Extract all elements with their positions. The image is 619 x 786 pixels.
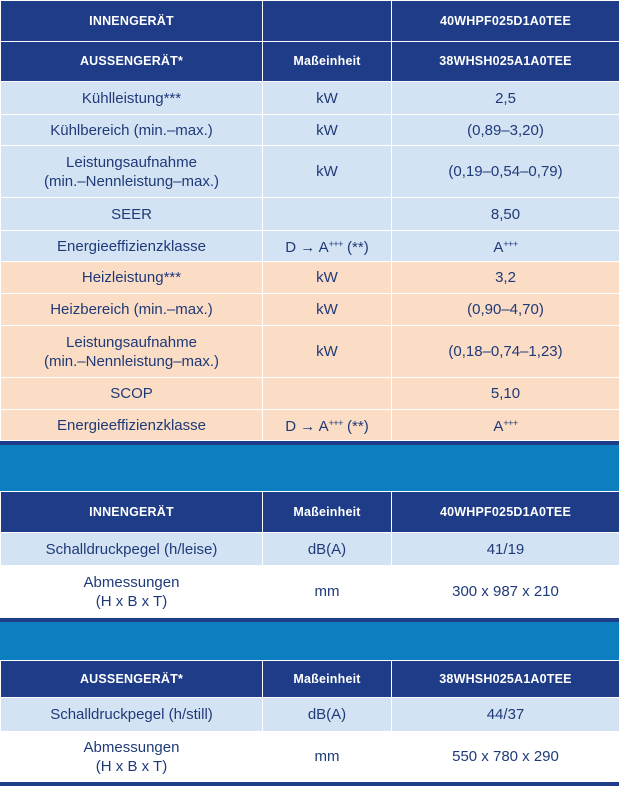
row-value: 3,2 — [392, 262, 619, 294]
row-label: Kühlbereich (min.–max.) — [1, 115, 263, 146]
unit-tail: (**) — [343, 239, 369, 256]
row-label-line: Leistungsaufnahme — [1, 153, 262, 172]
header-model: 40WHPF025D1A0TEE — [392, 1, 619, 42]
performance-table: INNENGERÄT 40WHPF025D1A0TEE AUSSENGERÄT*… — [0, 0, 619, 441]
unit-base: D → A — [285, 239, 328, 256]
table-row: Leistungsaufnahme (min.–Nennleistung–max… — [1, 326, 619, 378]
value-base: A — [493, 418, 503, 435]
header-unit: Maßeinheit — [263, 492, 392, 533]
row-value: (0,18–0,74–1,23) — [392, 326, 619, 378]
row-value: A+++ — [392, 231, 619, 262]
row-value: 41/19 — [392, 533, 619, 566]
table-row: Energieeffizienzklasse D → A+++ (**) A++… — [1, 410, 619, 441]
row-value: (0,19–0,54–0,79) — [392, 146, 619, 198]
table-bottom-rule — [0, 782, 619, 786]
table-row: Kühlbereich (min.–max.) kW (0,89–3,20) — [1, 115, 619, 146]
row-value: 5,10 — [392, 378, 619, 410]
header-row-outdoor: AUSSENGERÄT* Maßeinheit 38WHSH025A1A0TEE — [1, 661, 619, 698]
row-label-line: Abmessungen — [1, 573, 262, 592]
row-value: 300 x 987 x 210 — [392, 566, 619, 618]
row-value: (0,90–4,70) — [392, 294, 619, 326]
table-row: Schalldruckpegel (h/still) dB(A) 44/37 — [1, 698, 619, 732]
value-sup: +++ — [503, 418, 517, 428]
row-label: Leistungsaufnahme (min.–Nennleistung–max… — [1, 326, 263, 378]
row-label-line: (min.–Nennleistung–max.) — [1, 352, 262, 371]
row-label-line: Leistungsaufnahme — [1, 333, 262, 352]
table-row: Energieeffizienzklasse D → A+++ (**) A++… — [1, 231, 619, 262]
table-row: Leistungsaufnahme (min.–Nennleistung–max… — [1, 146, 619, 198]
header-label: AUSSENGERÄT* — [1, 42, 263, 82]
unit-base: D → A — [285, 418, 328, 435]
row-unit — [263, 378, 392, 410]
row-value: 2,5 — [392, 82, 619, 115]
unit-tail: (**) — [343, 418, 369, 435]
table-row: Heizbereich (min.–max.) kW (0,90–4,70) — [1, 294, 619, 326]
row-label: Abmessungen (H x B x T) — [1, 566, 263, 618]
row-unit: D → A+++ (**) — [263, 410, 392, 441]
table-row: Heizleistung*** kW 3,2 — [1, 262, 619, 294]
row-label: Energieeffizienzklasse — [1, 231, 263, 262]
row-unit: D → A+++ (**) — [263, 231, 392, 262]
row-label: Leistungsaufnahme (min.–Nennleistung–max… — [1, 146, 263, 198]
outdoor-unit-table: AUSSENGERÄT* Maßeinheit 38WHSH025A1A0TEE… — [0, 660, 619, 782]
row-value: A+++ — [392, 410, 619, 441]
row-label: Heizleistung*** — [1, 262, 263, 294]
table-row: Schalldruckpegel (h/leise) dB(A) 41/19 — [1, 533, 619, 566]
row-label-line: (H x B x T) — [1, 592, 262, 611]
row-unit: kW — [263, 115, 392, 146]
row-label: SEER — [1, 198, 263, 231]
row-value: 8,50 — [392, 198, 619, 231]
row-unit: kW — [263, 82, 392, 115]
table-row: SCOP 5,10 — [1, 378, 619, 410]
table-row: SEER 8,50 — [1, 198, 619, 231]
row-unit — [263, 198, 392, 231]
row-label: SCOP — [1, 378, 263, 410]
row-label: Kühlleistung*** — [1, 82, 263, 115]
row-value: (0,89–3,20) — [392, 115, 619, 146]
unit-sup: +++ — [329, 239, 343, 249]
header-model: 38WHSH025A1A0TEE — [392, 42, 619, 82]
row-unit: kW — [263, 146, 392, 198]
header-label: INNENGERÄT — [1, 492, 263, 533]
row-unit: kW — [263, 262, 392, 294]
row-label: Schalldruckpegel (h/still) — [1, 698, 263, 732]
row-unit: kW — [263, 294, 392, 326]
header-row-outdoor: AUSSENGERÄT* Maßeinheit 38WHSH025A1A0TEE — [1, 42, 619, 82]
row-unit: mm — [263, 732, 392, 782]
row-label: Energieeffizienzklasse — [1, 410, 263, 441]
indoor-unit-table: INNENGERÄT Maßeinheit 40WHPF025D1A0TEE S… — [0, 491, 619, 618]
header-unit — [263, 1, 392, 42]
header-model: 40WHPF025D1A0TEE — [392, 492, 619, 533]
row-label: Abmessungen (H x B x T) — [1, 732, 263, 782]
header-unit: Maßeinheit — [263, 661, 392, 698]
header-row-indoor: INNENGERÄT 40WHPF025D1A0TEE — [1, 1, 619, 42]
row-value: 550 x 780 x 290 — [392, 732, 619, 782]
separator-band — [0, 445, 619, 491]
value-sup: +++ — [503, 239, 517, 249]
header-label: AUSSENGERÄT* — [1, 661, 263, 698]
header-row-indoor: INNENGERÄT Maßeinheit 40WHPF025D1A0TEE — [1, 492, 619, 533]
row-label-line: (H x B x T) — [1, 757, 262, 776]
row-label: Heizbereich (min.–max.) — [1, 294, 263, 326]
header-unit: Maßeinheit — [263, 42, 392, 82]
table-row: Kühlleistung*** kW 2,5 — [1, 82, 619, 115]
row-unit: kW — [263, 326, 392, 378]
row-value: 44/37 — [392, 698, 619, 732]
row-unit: dB(A) — [263, 698, 392, 732]
row-label: Schalldruckpegel (h/leise) — [1, 533, 263, 566]
value-base: A — [493, 239, 503, 256]
row-unit: dB(A) — [263, 533, 392, 566]
header-label: INNENGERÄT — [1, 1, 263, 42]
row-unit: mm — [263, 566, 392, 618]
row-label-line: (min.–Nennleistung–max.) — [1, 172, 262, 191]
table-row: Abmessungen (H x B x T) mm 300 x 987 x 2… — [1, 566, 619, 618]
unit-sup: +++ — [329, 418, 343, 428]
row-label-line: Abmessungen — [1, 738, 262, 757]
table-row: Abmessungen (H x B x T) mm 550 x 780 x 2… — [1, 732, 619, 782]
header-model: 38WHSH025A1A0TEE — [392, 661, 619, 698]
separator-band — [0, 622, 619, 660]
